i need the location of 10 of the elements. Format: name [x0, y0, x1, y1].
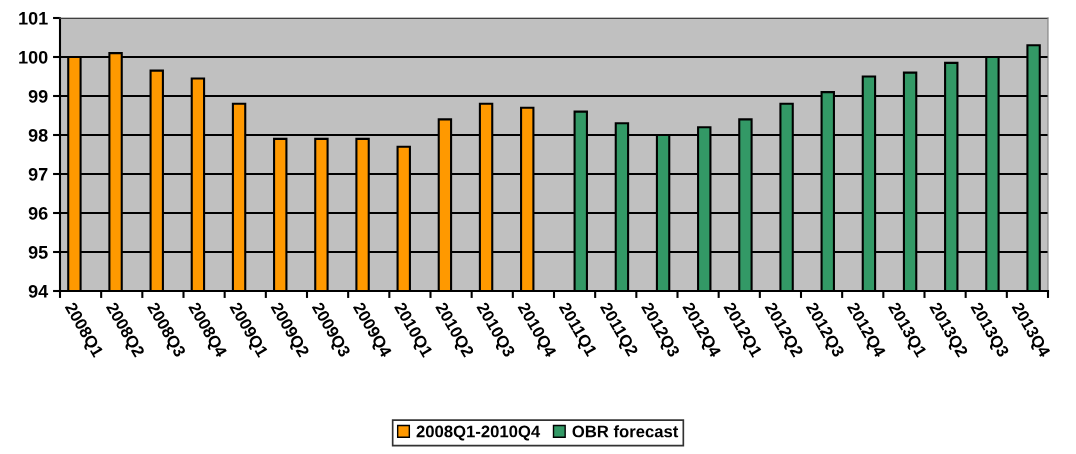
y-tick-label: 95 — [28, 245, 48, 259]
y-tick-label: 96 — [28, 206, 48, 220]
y-tick-label: 100 — [19, 50, 48, 64]
y-tick-label: 98 — [28, 128, 48, 142]
legend-label: OBR forecast — [572, 425, 679, 438]
y-tick-label: 99 — [28, 89, 48, 103]
y-tick-label: 97 — [28, 167, 48, 181]
y-tick-label: 94 — [28, 284, 49, 298]
y-tick-label: 101 — [19, 11, 48, 25]
legend-label: 2008Q1-2010Q4 — [416, 425, 541, 441]
